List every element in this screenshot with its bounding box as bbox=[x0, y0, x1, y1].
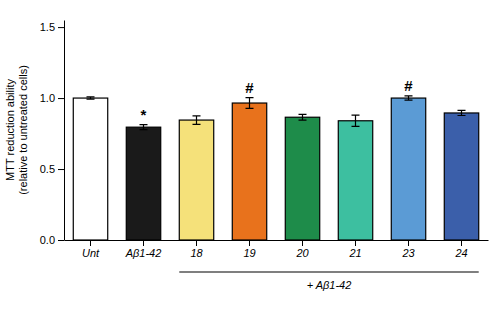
y-tick-mark bbox=[58, 240, 64, 241]
bar bbox=[391, 98, 425, 240]
x-tick-label: Unt bbox=[82, 247, 100, 259]
x-tick: Unt bbox=[82, 240, 100, 259]
x-tick-label: Aβ1-42 bbox=[125, 247, 162, 259]
x-tick: 24 bbox=[454, 240, 467, 259]
bar bbox=[338, 121, 372, 240]
error-bar bbox=[87, 97, 95, 99]
x-tick-label: 19 bbox=[243, 247, 255, 259]
x-tick-label: 23 bbox=[401, 247, 415, 259]
error-bar bbox=[299, 114, 307, 120]
y-axis-title: MTT reduction ability(relative to untrea… bbox=[4, 65, 29, 195]
y-tick-label: 1.5 bbox=[40, 21, 55, 33]
x-tick-mark bbox=[461, 240, 462, 246]
plot: 0.0 0.5 1.0 1.5 Unt Aβ1-42 18 19 20 21 23 24 * # # + Aβ… bbox=[4, 21, 489, 292]
x-tick: 23 bbox=[401, 240, 415, 259]
bar bbox=[179, 120, 213, 240]
y-tick: 1.0 bbox=[40, 92, 64, 104]
x-tick-mark bbox=[90, 240, 91, 246]
x-tick-mark bbox=[249, 240, 250, 246]
bar bbox=[73, 98, 107, 240]
x-tick-label: 21 bbox=[348, 247, 361, 259]
error-bar bbox=[405, 96, 413, 100]
x-axis: Unt Aβ1-42 18 19 20 21 23 24 bbox=[65, 240, 489, 259]
y-tick-label: 0.0 bbox=[40, 234, 55, 246]
bracket-label: + Aβ1-42 bbox=[307, 279, 352, 291]
error-bar bbox=[352, 115, 360, 126]
bracket-line bbox=[179, 271, 478, 272]
y-axis: 0.0 0.5 1.0 1.5 bbox=[40, 21, 65, 247]
x-tick-mark bbox=[408, 240, 409, 246]
x-tick: 19 bbox=[243, 240, 255, 259]
bar bbox=[444, 113, 478, 240]
x-tick-mark bbox=[302, 240, 303, 246]
y-tick-mark bbox=[58, 98, 64, 99]
error-bar bbox=[458, 110, 466, 115]
x-tick-mark bbox=[355, 240, 356, 246]
y-tick-label: 0.5 bbox=[40, 163, 55, 175]
x-tick-label: 24 bbox=[454, 247, 467, 259]
x-tick: Aβ1-42 bbox=[125, 240, 162, 259]
error-bar bbox=[246, 98, 254, 109]
bar bbox=[232, 103, 266, 240]
y-axis-title-line: MTT reduction ability bbox=[4, 79, 16, 181]
y-tick: 1.5 bbox=[40, 21, 64, 33]
x-axis-line bbox=[65, 240, 489, 241]
x-tick-label: 20 bbox=[295, 247, 309, 259]
x-tick: 21 bbox=[348, 240, 361, 259]
annotation: * bbox=[141, 106, 147, 123]
x-tick-label: 18 bbox=[190, 247, 203, 259]
y-tick-label: 1.0 bbox=[40, 92, 55, 104]
y-tick-mark bbox=[58, 169, 64, 170]
x-tick: 20 bbox=[295, 240, 309, 259]
x-tick-mark bbox=[143, 240, 144, 246]
chart: 0.0 0.5 1.0 1.5 Unt Aβ1-42 18 19 20 21 23 24 * # # + Aβ… bbox=[0, 0, 500, 310]
error-bar bbox=[140, 125, 148, 130]
error-bar bbox=[193, 116, 201, 125]
y-tick: 0.0 bbox=[40, 234, 64, 246]
bar bbox=[126, 127, 160, 240]
x-tick: 18 bbox=[190, 240, 203, 259]
x-tick-mark bbox=[196, 240, 197, 246]
marks bbox=[73, 96, 478, 240]
y-axis-title-line: (relative to untreated cells) bbox=[17, 65, 29, 195]
annotation: # bbox=[404, 77, 413, 94]
annotation: # bbox=[245, 79, 254, 96]
bar bbox=[285, 117, 319, 240]
annotations: * # # bbox=[141, 77, 414, 123]
y-tick: 0.5 bbox=[40, 163, 64, 175]
bracket: + Aβ1-42 bbox=[179, 272, 478, 291]
y-axis-line bbox=[64, 21, 65, 241]
y-tick-mark bbox=[58, 27, 64, 28]
